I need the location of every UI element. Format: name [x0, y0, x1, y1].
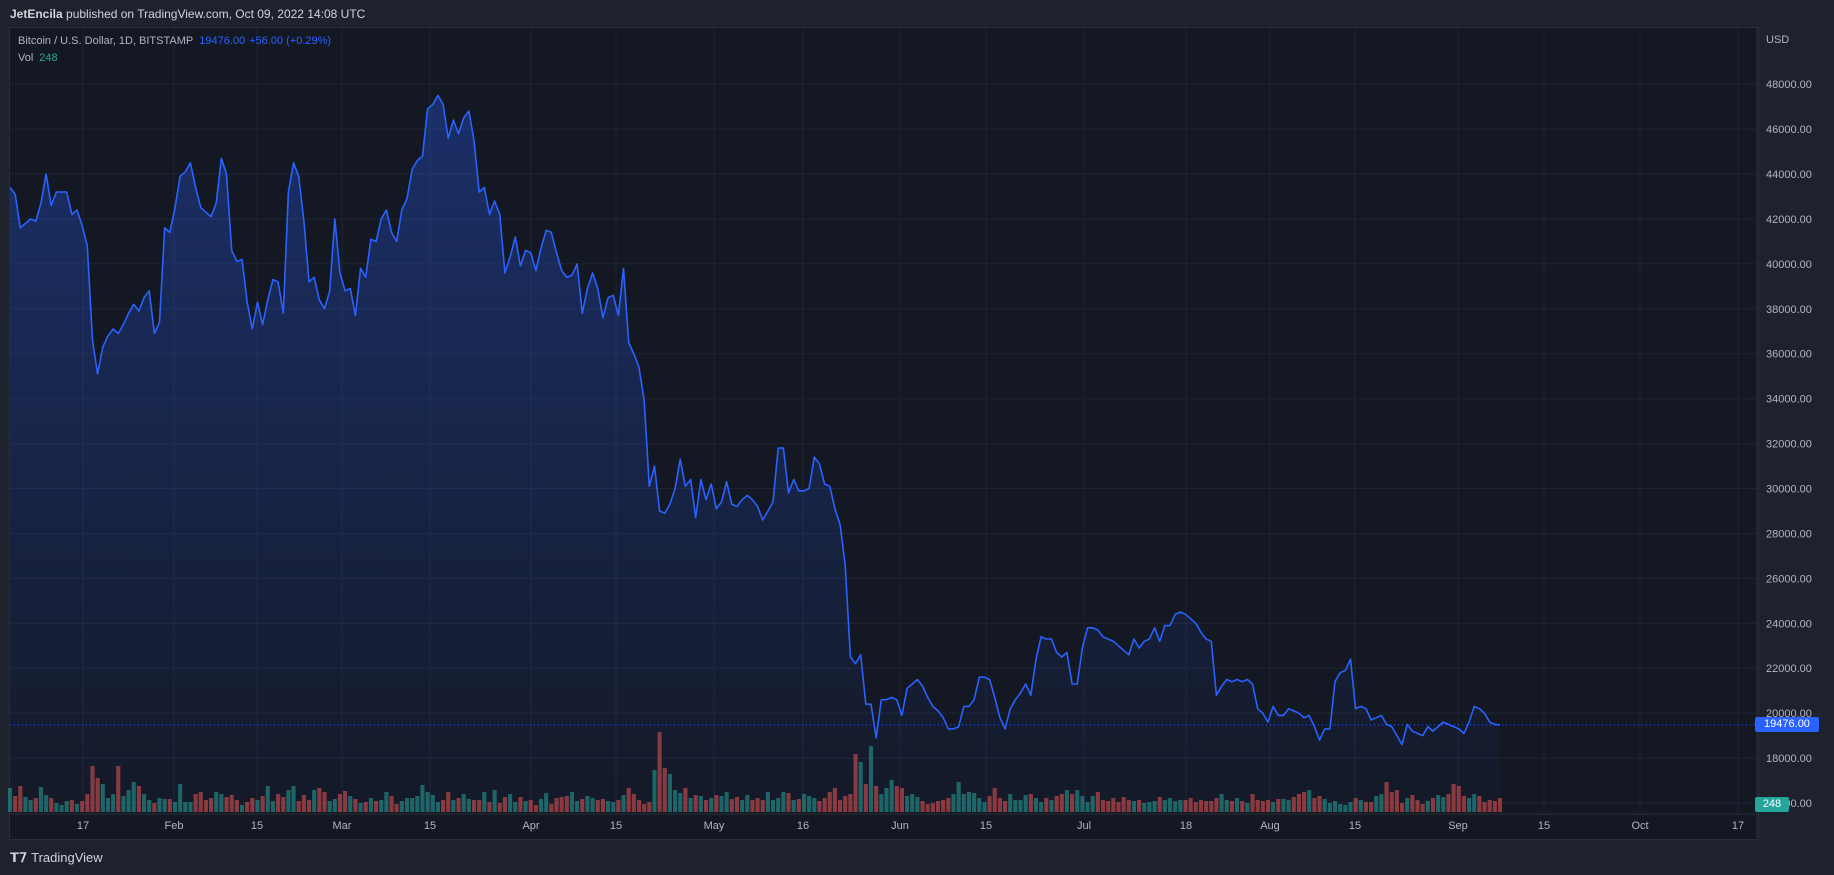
price-tick-label: 48000.00 [1766, 79, 1812, 91]
price-tick-label: 42000.00 [1766, 214, 1812, 226]
time-tick-label: 15 [424, 820, 436, 832]
publisher-text: JetEncila published on TradingView.com, … [10, 7, 365, 21]
price-tick-label: 30000.00 [1766, 484, 1812, 496]
price-tick-label: 36000.00 [1766, 349, 1812, 361]
time-tick-label: Jul [1077, 820, 1091, 832]
volume-label[interactable]: Vol [18, 52, 34, 64]
time-tick-label: Apr [522, 820, 539, 832]
time-tick-label: Mar [333, 820, 352, 832]
volume-legend: Vol 248 [18, 52, 58, 64]
time-tick-label: 15 [1538, 820, 1550, 832]
price-tick-label: 44000.00 [1766, 169, 1812, 181]
time-tick-label: Jun [891, 820, 909, 832]
time-tick-label: 15 [610, 820, 622, 832]
price-tick-label: 38000.00 [1766, 304, 1812, 316]
author-name[interactable]: JetEncila [10, 7, 63, 21]
price-tick-label: 22000.00 [1766, 663, 1812, 675]
price-tick-label: 46000.00 [1766, 124, 1812, 136]
symbol-title[interactable]: Bitcoin / U.S. Dollar, 1D, BITSTAMP [18, 35, 194, 47]
time-tick-label: 15 [251, 820, 263, 832]
time-tick-label: 17 [1732, 820, 1744, 832]
currency-label[interactable]: USD [1766, 34, 1790, 46]
symbol-legend: Bitcoin / U.S. Dollar, 1D, BITSTAMP 19476… [18, 35, 331, 47]
price-tick-label: 32000.00 [1766, 439, 1812, 451]
price-tick-label: 24000.00 [1766, 618, 1812, 630]
price-tick-label: 18000.00 [1766, 753, 1812, 765]
price-tick-label: 28000.00 [1766, 528, 1812, 540]
price-line [9, 94, 1501, 746]
time-tick-label: 17 [77, 820, 89, 832]
publisher-bar: JetEncila published on TradingView.com, … [0, 0, 1834, 28]
time-tick-label: Oct [1631, 820, 1648, 832]
volume-value: 248 [39, 52, 58, 64]
last-volume-tag: 248 [1755, 797, 1789, 812]
footer-brand[interactable]: 𝗧𝟩 TradingView [10, 850, 103, 866]
price-tick-label: 26000.00 [1766, 573, 1812, 585]
time-tick-label: Sep [1448, 820, 1468, 832]
price-area-fill [10, 95, 1500, 812]
brand-name: TradingView [31, 850, 103, 865]
time-tick-label: 18 [1180, 820, 1192, 832]
legend-change: +56.00 (+0.29%) [249, 35, 332, 47]
price-tick-label: 34000.00 [1766, 394, 1812, 406]
time-tick-label: May [704, 820, 725, 832]
time-tick-label: 15 [980, 820, 992, 832]
published-info: published on TradingView.com, Oct 09, 20… [62, 7, 366, 21]
tradingview-logo-icon: 𝗧𝟩 [10, 850, 28, 865]
last-price-tag: 19476.00 [1755, 716, 1819, 732]
time-tick-label: 15 [1349, 820, 1361, 832]
price-tick-label: 40000.00 [1766, 259, 1812, 271]
legend-price: 19476.00 [199, 35, 246, 47]
time-tick-label: Aug [1260, 820, 1280, 832]
time-tick-label: Feb [165, 820, 184, 832]
time-tick-label: 16 [797, 820, 809, 832]
